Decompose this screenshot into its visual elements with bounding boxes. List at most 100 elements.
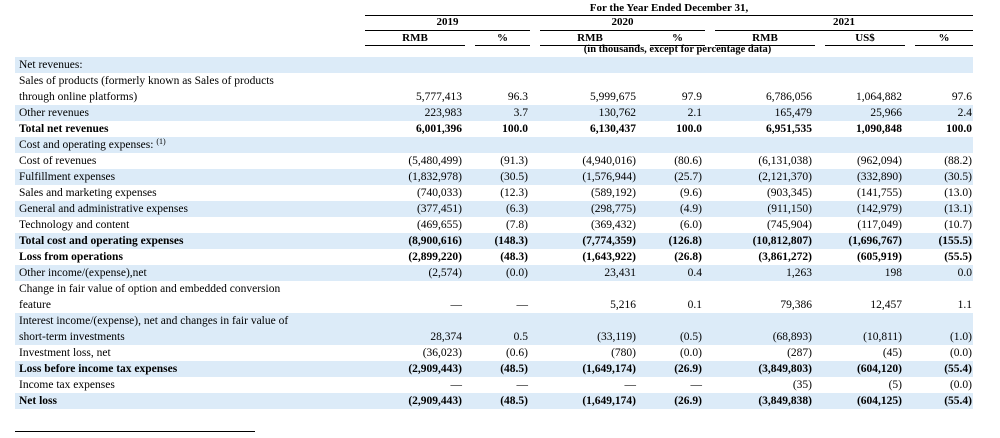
value-cell: 12,457 (870, 299, 902, 311)
value-cell: (141,755) (856, 187, 902, 199)
value-cell: (0.5) (679, 331, 702, 343)
year-2021: 2021 (833, 16, 855, 28)
row-label: Income tax expenses (19, 379, 115, 391)
value-cell: 1.1 (957, 299, 972, 311)
value-cell: (7,774,359) (582, 235, 636, 247)
value-cell: — (516, 299, 529, 311)
value-cell: (9.6) (679, 187, 702, 199)
value-cell: 0.0 (957, 267, 972, 279)
value-cell: (48.5) (500, 363, 528, 375)
value-cell: (0.6) (505, 347, 528, 359)
value-cell: (1,696,767) (848, 235, 902, 247)
value-cell: (1,832,978) (408, 171, 462, 183)
value-cell: (780) (611, 347, 636, 359)
value-cell: (369,432) (590, 219, 636, 231)
unit-header: % (497, 32, 508, 44)
value-cell: (1,649,174) (582, 395, 636, 407)
value-cell: (55.5) (944, 251, 972, 263)
value-cell: (35) (792, 379, 812, 391)
value-cell: 1,064,882 (856, 91, 902, 103)
value-cell: (68,893) (772, 331, 812, 343)
value-cell: 23,431 (604, 267, 636, 279)
value-cell: (30.5) (944, 171, 972, 183)
row-label: Technology and content (19, 219, 130, 231)
value-cell: 25,966 (870, 107, 902, 119)
value-cell: (1,649,174) (582, 363, 636, 375)
value-cell: (6.3) (505, 203, 528, 215)
value-cell: (5,480,499) (408, 155, 462, 167)
table-row: Net revenues: (15, 57, 973, 73)
table-row: Investment loss, net (36,023) (0.6) (780) (0… (15, 345, 973, 361)
value-cell: 0.1 (687, 299, 702, 311)
row-label: Loss before income tax expenses (19, 363, 178, 375)
table-row: Fulfillment expenses (1,832,978) (30.5) (1,… (15, 169, 973, 185)
unit-header: % (938, 32, 950, 44)
period-title: For the Year Ended December 31, (589, 2, 749, 14)
row-label: Investment loss, net (19, 347, 111, 359)
value-cell: (10,811) (863, 331, 902, 343)
table-row: Net loss (2,909,443) (48.5) (1,649,174) (26.… (15, 393, 973, 409)
year-rule-2021 (715, 30, 973, 31)
table-row: Other revenues 223,983 3.7 130,762 2.1 165,47… (15, 105, 973, 121)
unit-rule (475, 45, 530, 46)
value-cell: 130,762 (598, 107, 636, 119)
row-label: Other revenues (19, 107, 89, 119)
value-cell: (298,775) (590, 203, 636, 215)
unit-rule (915, 45, 973, 46)
value-cell: (26.9) (674, 395, 702, 407)
value-cell: (55.4) (944, 363, 972, 375)
value-cell: (142,979) (856, 203, 902, 215)
unit-rule (715, 45, 815, 46)
value-cell: (7.8) (505, 219, 528, 231)
row-label: Net revenues: (19, 59, 83, 71)
value-cell: (10.7) (944, 219, 972, 231)
value-cell: (88.2) (944, 155, 972, 167)
unit-rule (650, 45, 705, 46)
row-label-continued: short-term investments (19, 331, 125, 343)
units-note: (in thousands, except for percentage dat… (583, 44, 772, 55)
value-cell: — (690, 379, 703, 391)
table-row: Sales and marketing expenses (740,033) (12… (15, 185, 973, 201)
row-label: Cost of revenues (19, 155, 97, 167)
value-cell: (155.5) (938, 235, 972, 247)
value-cell: (3,861,272) (758, 251, 812, 263)
value-cell: 5,999,675 (590, 91, 636, 103)
value-cell: (0.0) (505, 267, 528, 279)
value-cell: (6.0) (679, 219, 702, 231)
value-cell: 165,479 (774, 107, 812, 119)
row-label: Other income/(expense),net (19, 267, 147, 279)
value-cell: (148.3) (494, 235, 528, 247)
row-label: Change in fair value of option and embed… (19, 283, 281, 295)
value-cell: 100.0 (676, 123, 702, 135)
value-cell: (80.6) (674, 155, 702, 167)
value-cell: (26.9) (674, 363, 702, 375)
value-cell: 6,951,535 (766, 123, 812, 135)
value-cell: (740,033) (416, 187, 462, 199)
table-row: Interest income/(expense), net and chang… (15, 313, 973, 345)
value-cell: (0.0) (949, 347, 972, 359)
row-label-continued: feature (19, 299, 51, 311)
unit-header: US$ (855, 32, 875, 44)
value-cell: 5,216 (610, 299, 636, 311)
value-cell: (745,904) (766, 219, 812, 231)
value-cell: (26.8) (674, 251, 702, 263)
value-cell: (0.0) (679, 347, 702, 359)
row-label-group: Cost and operating expenses: (1) (19, 137, 166, 153)
value-cell: 1,090,848 (856, 123, 902, 135)
table-row: Loss before income tax expenses (2,909,44… (15, 361, 973, 377)
value-cell: — (516, 379, 529, 391)
value-cell: (2,121,370) (758, 171, 812, 183)
table-row: General and administrative expenses (377,… (15, 201, 973, 217)
value-cell: 2.1 (687, 107, 702, 119)
value-cell: (2,899,220) (408, 251, 462, 263)
unit-header: RMB (402, 32, 428, 44)
value-cell: (48.3) (500, 251, 528, 263)
row-label: Cost and operating expenses: (19, 139, 154, 151)
value-cell: (4,940,016) (582, 155, 636, 167)
unit-rule (365, 45, 465, 46)
value-cell: — (450, 299, 463, 311)
value-cell: 6,130,437 (590, 123, 636, 135)
value-cell: (6,131,038) (758, 155, 812, 167)
value-cell: 6,786,056 (766, 91, 812, 103)
